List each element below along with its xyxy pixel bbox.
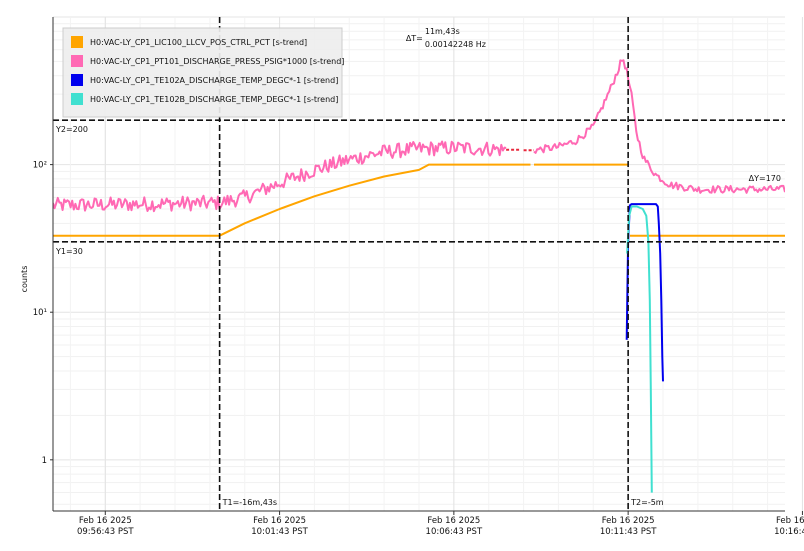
cursor-y1-label: Y1=30 (55, 247, 83, 256)
x-tick-date: Feb 16 2025 (602, 516, 655, 526)
x-tick-date: Feb 16 2025 (79, 516, 132, 526)
y-tick-label: 10² (33, 161, 47, 171)
series-layer (53, 59, 785, 493)
cursor-y2-label: Y2=200 (55, 125, 88, 134)
legend-swatch (71, 55, 83, 67)
legend: H0:VAC-LY_CP1_LIC100_LLCV_POS_CTRL_PCT [… (62, 27, 344, 118)
legend-entry: H0:VAC-LY_CP1_PT101_DISCHARGE_PRESS_PSIG… (90, 57, 344, 66)
series-line (533, 59, 785, 194)
x-tick-date: Feb 16 2025 (427, 516, 480, 526)
legend-swatch (71, 36, 83, 48)
y-tick-label: 10¹ (33, 308, 47, 318)
x-tick-time: 10:06:43 PST (426, 527, 483, 537)
x-tick-time: 09:56:43 PST (77, 527, 134, 537)
series-line (53, 163, 531, 237)
x-tick-time: 10:11:43 PST (600, 527, 657, 537)
x-tick-time: 10:01:43 PST (251, 527, 308, 537)
delta-t-frequency: 0.00142248 Hz (425, 40, 486, 49)
legend-box (62, 27, 343, 118)
y-axis-label: counts (20, 266, 29, 293)
series-3 (626, 205, 653, 493)
x-tick-date: Feb 16 2025 (776, 516, 804, 526)
legend-entry: H0:VAC-LY_CP1_TE102B_DISCHARGE_TEMP_DEGC… (90, 95, 338, 104)
legend-swatch (71, 93, 83, 105)
cursor-layer: T1=-16m,43s T2=-5m Y1=30 Y2=200 ΔT=11m,43s 0.… (53, 17, 785, 511)
cursor-t1-label: T1=-16m,43s (222, 498, 277, 507)
delta-y-label: ΔY=170 (749, 174, 781, 183)
x-tick-time: 10:16:43 PST (774, 527, 804, 537)
y-tick-label: 1 (42, 456, 47, 466)
delta-t-label: ΔT= (406, 34, 423, 43)
legend-entry: H0:VAC-LY_CP1_LIC100_LLCV_POS_CTRL_PCT [… (90, 38, 307, 47)
cursor-t2-label: T2=-5m (630, 498, 664, 507)
legend-entry: H0:VAC-LY_CP1_TE102A_DISCHARGE_TEMP_DEGC… (90, 76, 338, 85)
series-line (53, 140, 507, 213)
x-tick-date: Feb 16 2025 (253, 516, 306, 526)
series-0 (53, 163, 785, 237)
legend-swatch (71, 74, 83, 86)
series-1 (53, 59, 785, 213)
series-line (626, 205, 653, 493)
delta-t-value: 11m,43s (425, 27, 460, 36)
